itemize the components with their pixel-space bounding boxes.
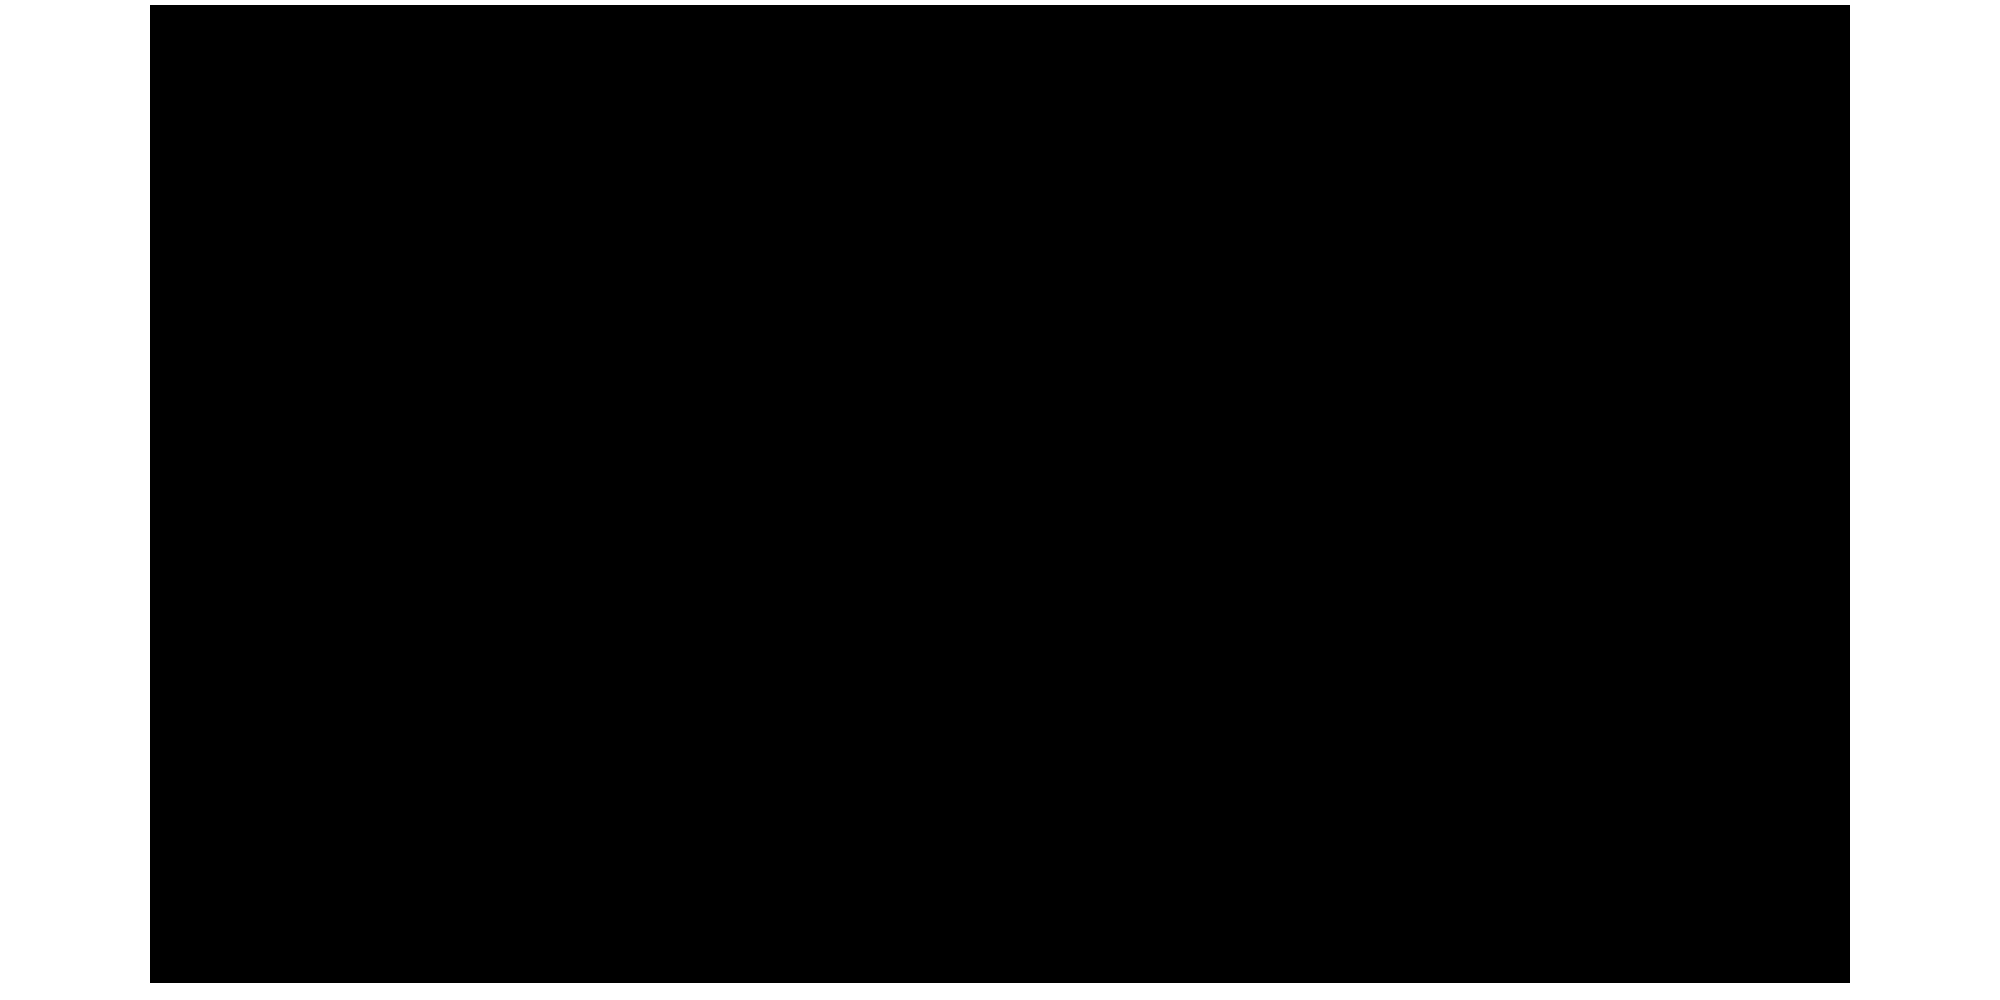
word-cloud-canvas (150, 5, 1850, 983)
